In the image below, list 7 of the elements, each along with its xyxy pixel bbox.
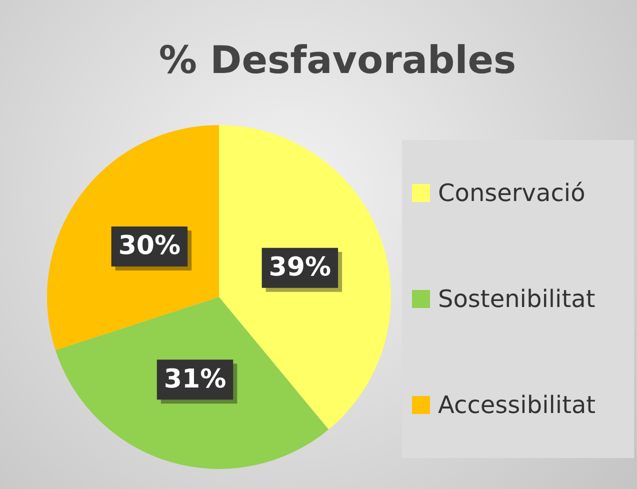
legend-label: Accessibilitat — [438, 391, 596, 419]
data-label: 39% — [268, 252, 332, 283]
chart-title: % Desfavorables — [158, 38, 518, 82]
legend-label: Conservació — [438, 179, 586, 207]
data-label: 30% — [118, 231, 181, 262]
legend-label: Sostenibilitat — [438, 285, 596, 313]
data-label: 31% — [164, 364, 226, 394]
